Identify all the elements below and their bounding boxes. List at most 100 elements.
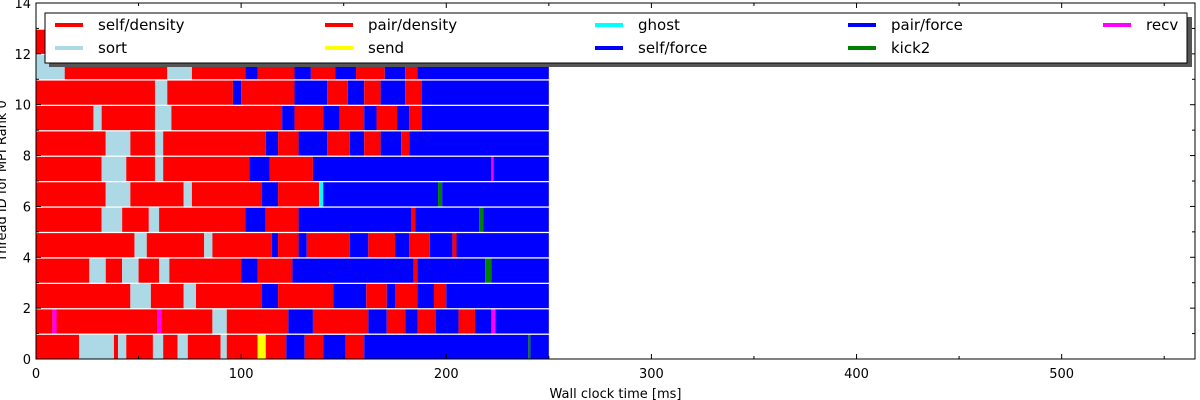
task-segment-thread-0-density bbox=[126, 334, 153, 359]
task-segment-thread-0-density bbox=[345, 334, 365, 359]
task-segment-thread-6-ghost bbox=[319, 182, 324, 207]
task-segment-thread-6-force bbox=[442, 182, 549, 207]
task-segment-thread-1-density bbox=[312, 309, 369, 334]
task-segment-thread-2-force bbox=[261, 283, 279, 309]
task-segment-thread-3-sort bbox=[122, 258, 139, 283]
task-segment-thread-7-force bbox=[249, 156, 270, 181]
task-segment-thread-10-density bbox=[241, 80, 295, 105]
task-segment-thread-8-density bbox=[278, 131, 299, 156]
task-segment-thread-0-density bbox=[304, 334, 324, 359]
task-segment-thread-1-force bbox=[368, 309, 387, 334]
task-segment-thread-1-force bbox=[436, 309, 459, 334]
x-tick-label: 0 bbox=[32, 367, 40, 382]
task-segment-thread-2-density bbox=[366, 283, 387, 309]
task-segment-thread-5-force bbox=[298, 207, 412, 232]
task-segment-thread-9-density bbox=[171, 105, 283, 131]
task-segment-thread-8-sort bbox=[154, 131, 164, 156]
x-tick-label: 300 bbox=[639, 367, 664, 382]
legend-label-ghost: ghost bbox=[638, 16, 680, 34]
task-segment-thread-5-density bbox=[265, 207, 299, 232]
task-segment-thread-3-force bbox=[417, 258, 486, 283]
task-segment-thread-2-sort bbox=[130, 283, 151, 309]
task-segment-thread-4-density bbox=[36, 233, 135, 258]
task-segment-thread-9-density bbox=[339, 105, 365, 131]
task-segment-thread-9-density bbox=[409, 105, 422, 131]
task-segment-thread-0-density bbox=[163, 334, 178, 359]
task-segment-thread-7-sort bbox=[154, 156, 164, 181]
task-segment-thread-4-force bbox=[456, 233, 549, 258]
task-segment-thread-7-density bbox=[269, 156, 313, 181]
task-segment-thread-10-density bbox=[167, 80, 233, 105]
task-segment-thread-7-force bbox=[312, 156, 492, 181]
task-segment-thread-8-density bbox=[327, 131, 350, 156]
task-segment-thread-2-sort bbox=[183, 283, 197, 309]
task-segment-thread-4-density bbox=[368, 233, 395, 258]
task-segment-thread-9-density bbox=[294, 105, 324, 131]
task-segment-thread-1-force bbox=[495, 309, 549, 334]
task-segment-thread-2-density bbox=[36, 283, 131, 309]
y-tick-label: 10 bbox=[14, 99, 31, 114]
y-tick-label: 6 bbox=[23, 200, 31, 215]
task-segment-thread-7-force bbox=[493, 156, 549, 181]
legend-label-send: send bbox=[368, 39, 404, 57]
task-segment-thread-5-sort bbox=[101, 207, 123, 232]
task-segment-thread-0-density bbox=[187, 334, 221, 359]
thread-bars bbox=[36, 29, 549, 359]
task-segment-thread-2-density bbox=[196, 283, 262, 309]
task-segment-thread-4-density bbox=[409, 233, 430, 258]
task-segment-thread-10-force bbox=[421, 80, 549, 105]
task-segment-thread-7-recv bbox=[491, 156, 494, 181]
task-segment-thread-3-density bbox=[36, 258, 90, 283]
task-segment-thread-8-force bbox=[409, 131, 549, 156]
task-segment-thread-8-density bbox=[163, 131, 266, 156]
task-segment-thread-1-density bbox=[56, 309, 158, 334]
legend-label-sort: sort bbox=[98, 39, 127, 57]
task-segment-thread-0-density bbox=[36, 334, 80, 359]
task-segment-thread-1-force bbox=[405, 309, 418, 334]
task-segment-thread-1-recv bbox=[491, 309, 496, 334]
task-segment-thread-9-force bbox=[282, 105, 295, 131]
task-segment-thread-0-sort bbox=[220, 334, 227, 359]
task-segment-thread-1-recv bbox=[52, 309, 57, 334]
legend-label-self-force: self/force bbox=[638, 39, 707, 57]
task-segment-thread-3-density bbox=[105, 258, 123, 283]
task-segment-thread-6-force bbox=[261, 182, 279, 207]
legend: self/density sort pair/density send ghost sel… bbox=[44, 12, 1192, 67]
task-segment-thread-1-density bbox=[417, 309, 437, 334]
task-segment-thread-10-force bbox=[232, 80, 242, 105]
task-segment-thread-8-density bbox=[364, 131, 381, 156]
task-segment-thread-8-force bbox=[380, 131, 402, 156]
task-segment-thread-5-force bbox=[483, 207, 549, 232]
task-segment-thread-2-force bbox=[333, 283, 367, 309]
task-segment-thread-1-density bbox=[226, 309, 289, 334]
task-segment-thread-8-force bbox=[349, 131, 365, 156]
task-segment-thread-1-recv bbox=[157, 309, 162, 334]
task-segment-thread-3-density bbox=[257, 258, 293, 283]
task-segment-thread-5-density bbox=[36, 207, 102, 232]
x-tick-label: 100 bbox=[229, 367, 254, 382]
task-segment-thread-0-send bbox=[257, 334, 266, 359]
task-segment-thread-2-force bbox=[386, 283, 395, 309]
task-segment-thread-7-density bbox=[163, 156, 250, 181]
y-axis-label: Thread ID for MPI Rank 0 bbox=[0, 100, 10, 262]
task-segment-thread-1-density bbox=[36, 309, 53, 334]
y-tick-label: 8 bbox=[23, 150, 31, 165]
task-segment-thread-4-force bbox=[349, 233, 369, 258]
x-tick-label: 400 bbox=[844, 367, 869, 382]
task-segment-thread-2-density bbox=[150, 283, 184, 309]
task-segment-thread-2-force bbox=[446, 283, 549, 309]
task-segment-thread-3-force bbox=[292, 258, 414, 283]
y-tick-label: 4 bbox=[23, 251, 31, 266]
task-segment-thread-0-kick2 bbox=[528, 334, 531, 359]
task-segment-thread-1-sort bbox=[212, 309, 227, 334]
task-segment-thread-4-force bbox=[298, 233, 307, 258]
task-segment-thread-8-density bbox=[36, 131, 106, 156]
task-segment-thread-4-sort bbox=[204, 233, 213, 258]
y-tick-label: 12 bbox=[14, 48, 31, 63]
task-segment-thread-8-force bbox=[298, 131, 328, 156]
legend-frame bbox=[44, 12, 1188, 64]
task-segment-thread-6-sort bbox=[183, 182, 192, 207]
task-segment-thread-9-force bbox=[364, 105, 377, 131]
task-segment-thread-0-density bbox=[113, 334, 119, 359]
task-segment-thread-3-force bbox=[241, 258, 258, 283]
